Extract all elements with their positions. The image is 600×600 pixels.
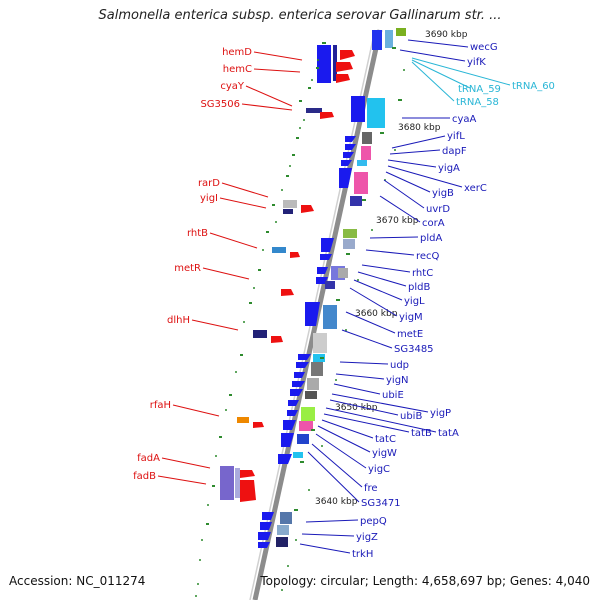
gene-label: SG3506 bbox=[200, 99, 240, 110]
guide-ticks bbox=[206, 42, 402, 525]
gene-label: tatA bbox=[438, 428, 459, 439]
coordinate-label: 3660 kbp bbox=[355, 309, 398, 319]
left-connectors bbox=[157, 51, 303, 485]
accession-text: Accession: NC_011274 bbox=[9, 574, 146, 588]
gene-label: yigI bbox=[200, 193, 218, 204]
gene-label: pldB bbox=[408, 282, 430, 293]
gene-label: yigC bbox=[368, 464, 390, 475]
gene-label: fre bbox=[364, 483, 378, 494]
gene-label: cyaY bbox=[220, 81, 245, 92]
coordinate-label: 3650 kbp bbox=[335, 403, 378, 413]
gene-label: metE bbox=[397, 329, 423, 340]
genome-summary-text: Topology: circular; Length: 4,658,697 bp… bbox=[260, 574, 590, 588]
gene-label: SG3471 bbox=[361, 498, 401, 509]
gene-label: yigA bbox=[438, 163, 460, 174]
gene-label: wecG bbox=[470, 42, 498, 53]
gene-label: tRNA_58 bbox=[456, 97, 499, 108]
gene-label: yigB bbox=[432, 188, 454, 199]
coordinate-labels: 3690 kbp 3680 kbp 3670 kbp 3660 kbp 3650… bbox=[315, 30, 468, 507]
gene-label: tRNA_59 bbox=[458, 84, 501, 95]
gene-label: dapF bbox=[442, 146, 467, 157]
gene-label: yigZ bbox=[356, 532, 378, 543]
gene-label: rfaH bbox=[150, 400, 171, 411]
gene-label: yigP bbox=[430, 408, 451, 419]
gene-label: yigL bbox=[404, 296, 425, 307]
gene-label: uvrD bbox=[426, 204, 450, 215]
right-connectors bbox=[299, 39, 469, 554]
gene-label: hemC bbox=[223, 64, 252, 75]
gene-label: yigN bbox=[386, 375, 409, 386]
gene-label: fadB bbox=[133, 471, 156, 482]
gene-label: yifK bbox=[467, 57, 486, 68]
trna-labels: tRNA_60 tRNA_59 tRNA_58 bbox=[456, 81, 555, 108]
gene-label: xerC bbox=[464, 183, 487, 194]
gene-label: hemD bbox=[222, 47, 252, 58]
gene-label: udp bbox=[390, 360, 409, 371]
gene-label: cyaA bbox=[452, 114, 477, 125]
gene-label: rhtC bbox=[412, 268, 433, 279]
gene-label: recQ bbox=[416, 251, 440, 262]
gene-label: rhtB bbox=[187, 228, 208, 239]
gene-label: yigM bbox=[399, 312, 423, 323]
gene-label: corA bbox=[422, 218, 445, 229]
gene-label: pepQ bbox=[360, 516, 387, 527]
coordinate-label: 3640 kbp bbox=[315, 497, 358, 507]
coordinate-label: 3690 kbp bbox=[425, 30, 468, 40]
guide-dots bbox=[195, 59, 405, 597]
coordinate-label: 3670 kbp bbox=[376, 216, 419, 226]
gene-blocks bbox=[220, 28, 406, 548]
gene-label: yigW bbox=[372, 448, 397, 459]
gene-label: yifL bbox=[447, 131, 465, 142]
gene-label: tatB bbox=[411, 428, 432, 439]
gene-label: ubiE bbox=[382, 390, 404, 401]
left-gene-labels: hemD hemC cyaY SG3506 rarD yigI rhtB met… bbox=[133, 47, 252, 482]
gene-label: SG3485 bbox=[394, 344, 434, 355]
gene-label: dlhH bbox=[167, 315, 190, 326]
right-gene-labels: wecG yifK cyaA yifL dapF yigA xerC yigB … bbox=[352, 42, 498, 560]
gene-label: metR bbox=[174, 263, 201, 274]
gene-label: tatC bbox=[375, 434, 396, 445]
gene-label: ubiB bbox=[400, 411, 422, 422]
gene-label: rarD bbox=[198, 178, 220, 189]
coordinate-label: 3680 kbp bbox=[398, 123, 441, 133]
gene-label: pldA bbox=[420, 233, 442, 244]
trna-connectors bbox=[411, 57, 511, 102]
gene-label: fadA bbox=[137, 453, 160, 464]
gene-label: tRNA_60 bbox=[512, 81, 555, 92]
gene-label: trkH bbox=[352, 549, 373, 560]
map-title: Salmonella enterica subsp. enterica sero… bbox=[98, 8, 502, 23]
